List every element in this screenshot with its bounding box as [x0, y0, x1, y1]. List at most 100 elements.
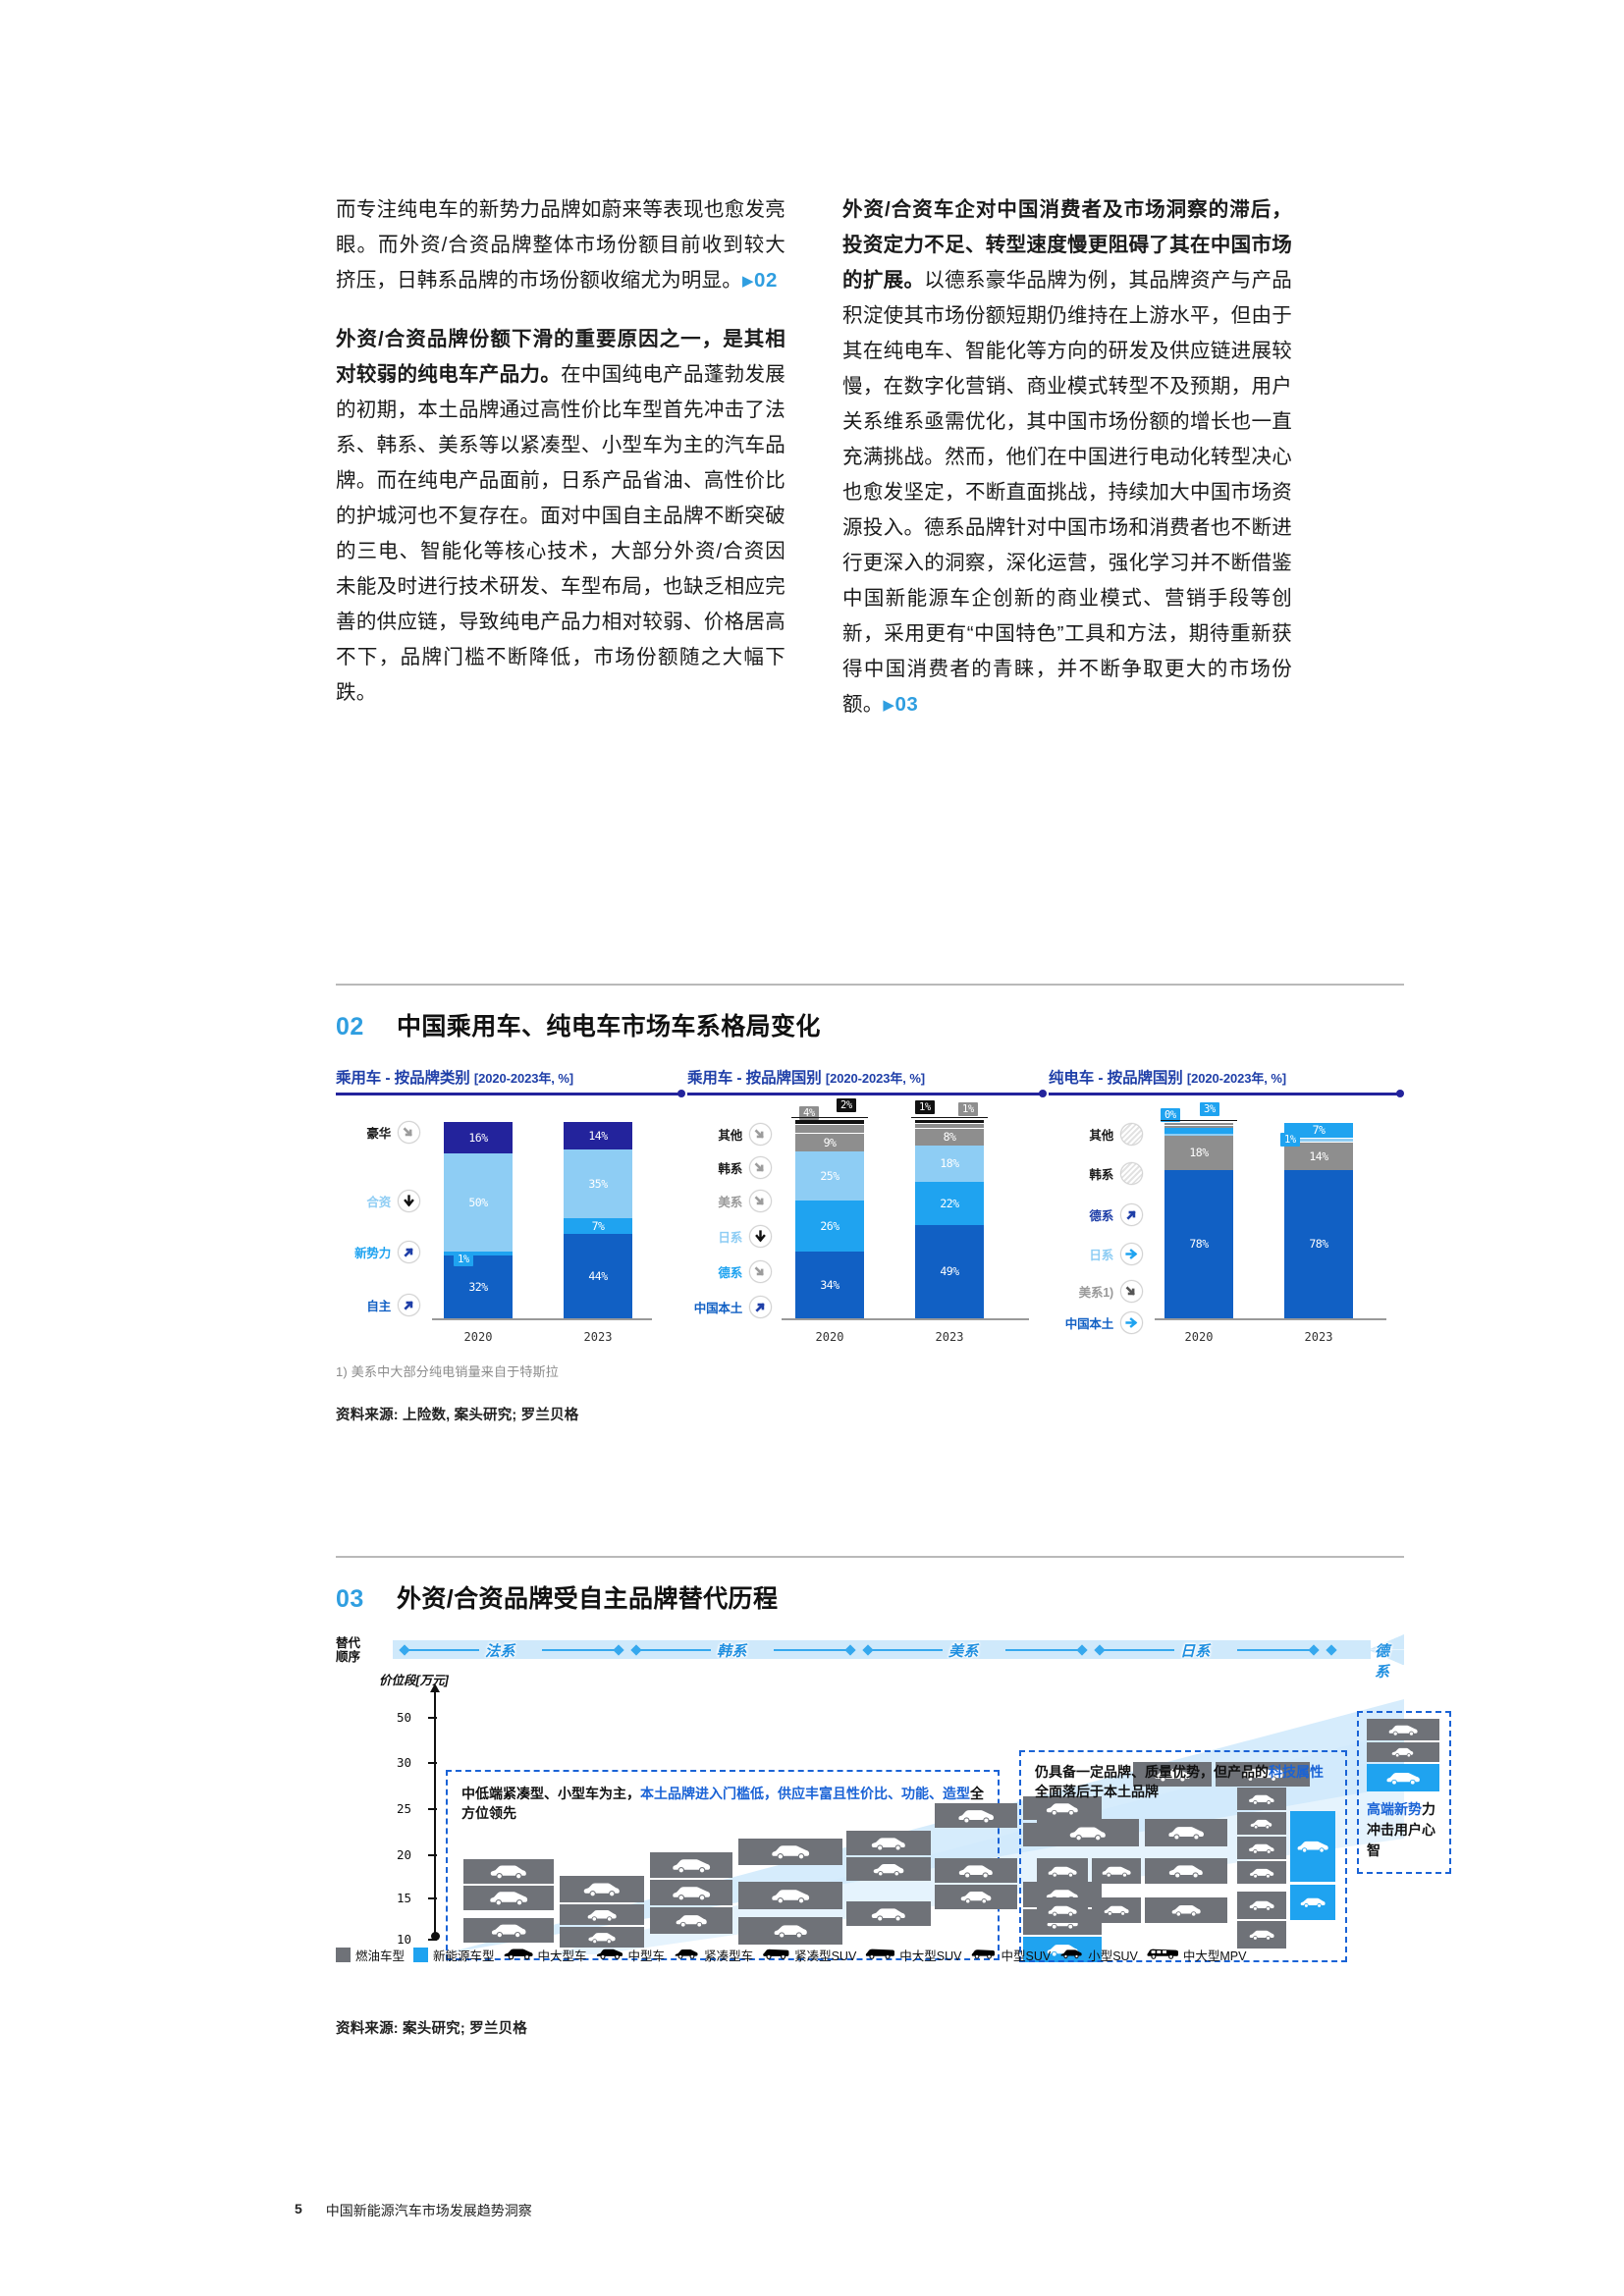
panel-1-plot: 豪华 合资 新势力 自主 [336, 1117, 681, 1344]
legend-label: 新势力 [354, 1246, 391, 1260]
y-tick-50: 50 [397, 1710, 412, 1725]
legend-label: 其他 [1089, 1128, 1113, 1143]
paragraph-2: 外资/合资品牌份额下滑的重要原因之一，是其相对较弱的纯电车产品力。在中国纯电产品… [336, 328, 785, 704]
segment-korean [915, 1122, 984, 1128]
bar-2023: 7% 14% 78% 1% [1280, 1122, 1353, 1318]
segment-luxury: 16% [444, 1121, 513, 1153]
exhibit-02-source: 资料来源: 上险数, 案头研究; 罗兰贝格 [336, 1407, 579, 1423]
segment-jv: 50% [444, 1152, 513, 1252]
era-label-american: 美系 [948, 1643, 979, 1660]
car-cell [650, 1880, 732, 1905]
panel-brand-category: 乘用车 - 按品牌类别 [2020-2023年, %] 豪华 合资 新势力 [336, 1066, 685, 1344]
legend-label: 美系 [718, 1195, 742, 1209]
substitution-journey: 替代 顺序 法系 韩系 美系 [336, 1634, 1451, 1963]
panel-3-bars: 18% 78% 0% 3% 2020 7% 14% 78% [1049, 1101, 1400, 1344]
swatch-nev [413, 1948, 429, 1962]
exhibit-ref-02[interactable]: ▶02 [742, 269, 778, 292]
car-cell [846, 1901, 931, 1926]
legend-mpv: 中大型MPV [1147, 1946, 1246, 1964]
page-footer: 5 中国新能源汽车市场发展趋势洞察 [295, 2201, 532, 2220]
trend-down-right-icon [749, 1189, 772, 1212]
segment-american: 14% [1284, 1142, 1353, 1170]
car-cell [1145, 1819, 1227, 1846]
exhibit-ref-03[interactable]: ▶03 [883, 693, 919, 716]
value-callout-korean: 1% [958, 1101, 978, 1116]
car-cell [1037, 1819, 1139, 1846]
y-tick-10: 10 [397, 1932, 412, 1947]
page-number: 5 [295, 2201, 302, 2216]
x-tick-2023: 2023 [935, 1329, 964, 1344]
y-tick-15: 15 [397, 1891, 412, 1905]
trend-none-icon [1120, 1122, 1143, 1146]
trend-down-right-icon [749, 1155, 772, 1179]
bar-2020: 18% 78% 0% 3% [1161, 1101, 1237, 1318]
exhibit-03-number: 03 [336, 1585, 364, 1613]
car-cell [1367, 1719, 1439, 1740]
era-label-korean: 韩系 [717, 1643, 747, 1660]
legend-nev: 新能源车型 [413, 1946, 495, 1964]
trend-down-right-icon [749, 1259, 772, 1283]
article-body: 而专注纯电车的新势力品牌如蔚来等表现也愈发亮眼。而外资/合资品牌整体市场份额目前… [336, 192, 1293, 746]
legend-item-chinese: 中国本土 [1045, 1310, 1143, 1334]
exhibit-02-header: 02 中国乘用车、纯电车市场车系格局变化 [336, 1007, 1404, 1042]
paragraph-3: 外资/合资车企对中国消费者及市场洞察的滞后，投资定力不足、转型速度慢更阻碍了其在… [842, 198, 1292, 716]
legend-label: 自主 [366, 1299, 391, 1313]
small-suv-icon [1059, 1948, 1083, 1963]
segment-other [1164, 1122, 1233, 1125]
legend-label: 合资 [366, 1195, 391, 1209]
legend-label: 豪华 [366, 1126, 391, 1141]
value-callout-korean: 4% [799, 1105, 819, 1120]
segment-japanese: 25% [795, 1150, 864, 1201]
trend-down-right-icon [1120, 1279, 1143, 1303]
car-cell [738, 1882, 842, 1909]
segment-other [915, 1119, 984, 1123]
legend-label: 德系 [1089, 1208, 1113, 1223]
exhibit-02-footnote: 1) 美系中大部分纯电销量来自于特斯拉 [336, 1363, 559, 1379]
segment-chinese: 78% [1164, 1169, 1233, 1318]
callout-box-right [1357, 1711, 1451, 1874]
car-cell [738, 1917, 842, 1945]
era-arrow-band: 法系 韩系 美系 日系 德系 [393, 1634, 1404, 1681]
exhibit-03-divider [336, 1556, 1404, 1558]
car-cell [463, 1859, 554, 1884]
left-column: 而专注纯电车的新势力品牌如蔚来等表现也愈发亮眼。而外资/合资品牌整体市场份额目前… [336, 192, 785, 746]
car-cell [1367, 1742, 1439, 1762]
exhibit-03: 03 外资/合资品牌受自主品牌替代历程 替代 顺序 法系 韩系 [336, 1556, 1451, 2038]
leader-line [791, 1116, 868, 1118]
car-cell [1237, 1861, 1286, 1884]
value-callout-newforce: 1% [454, 1252, 473, 1266]
legend-item-german: 德系 [1058, 1202, 1143, 1226]
legend-sedan-mid: 中型车 [596, 1946, 665, 1964]
legend-item-japanese: 日系 [1058, 1242, 1143, 1265]
legend-item-jv: 合资 [336, 1189, 420, 1212]
segment-japanese [1284, 1137, 1353, 1143]
panel-brand-country-pv: 乘用车 - 按品牌国别 [2020-2023年, %] 其他 韩系 美系 [687, 1066, 1047, 1344]
value-callout-japanese: 0% [1161, 1107, 1180, 1122]
y-tick-25: 25 [397, 1801, 412, 1816]
car-cell [560, 1904, 644, 1925]
car-cell [1023, 1882, 1102, 1907]
mpv-icon [1147, 1948, 1178, 1963]
paragraph-3-lead: 外资/合资车企对中国消费者及市场洞察的滞后，投资定力不足、转型速度慢更阻碍了其在… [842, 198, 1292, 292]
car-cell [1037, 1897, 1088, 1923]
car-cell [846, 1831, 931, 1855]
exhibit-02-title: 中国乘用车、纯电车市场车系格局变化 [397, 1013, 821, 1041]
legend-item-german: 德系 [687, 1259, 772, 1283]
value-callout-german: 3% [1200, 1101, 1219, 1116]
value-callout-other: 1% [915, 1099, 935, 1114]
legend-label: 德系 [718, 1265, 742, 1280]
panel-1-baseline [432, 1317, 652, 1320]
exhibit-03-legend: 燃油车型 新能源车型 中大型车 中型车 紧凑型车 紧凑型SUV 中大型SUV 中… [336, 1946, 1246, 1964]
panel-2-bars: 9% 25% 26% 34% 4% 2% 2020 [687, 1097, 1043, 1344]
segment-chinese: 78% [1284, 1169, 1353, 1318]
car-cell [1023, 1796, 1102, 1820]
car-cell [1237, 1837, 1286, 1859]
car-cell [650, 1907, 732, 1934]
panel-2-baseline [782, 1317, 1029, 1320]
trend-down-icon [749, 1224, 772, 1248]
exhibit-02-divider [336, 984, 1404, 986]
car-cell-ev [1367, 1764, 1439, 1791]
callout-box-middle [1019, 1750, 1347, 1962]
band-arrow-tip [1369, 1634, 1404, 1665]
segment-luxury: 14% [564, 1121, 632, 1149]
